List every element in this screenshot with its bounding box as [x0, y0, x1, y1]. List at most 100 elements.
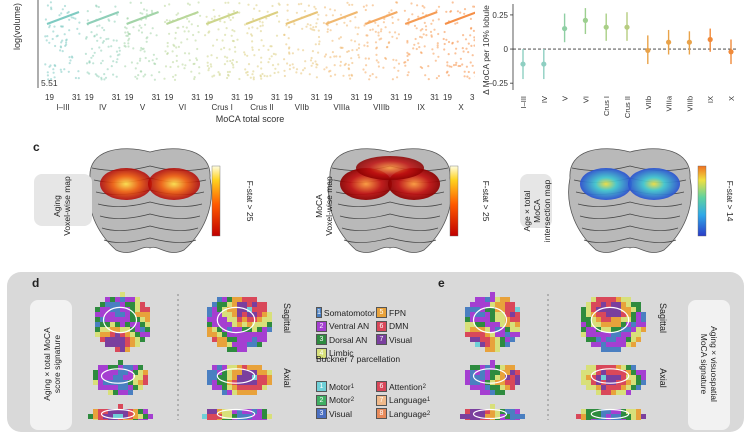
scatter-point	[364, 71, 366, 73]
parcel-voxel	[138, 414, 143, 419]
scatter-point	[144, 24, 146, 26]
scatter-point	[66, 39, 68, 41]
parcel-voxel	[202, 414, 207, 419]
scatter-point	[213, 75, 215, 77]
parcellation-brain	[576, 409, 646, 420]
scatter-point	[445, 11, 447, 13]
parcel-voxel	[510, 322, 515, 327]
scatter-point	[261, 73, 263, 75]
scatter-point	[457, 10, 459, 12]
parcel-voxel	[88, 414, 93, 419]
parcel-voxel	[115, 302, 120, 307]
parcel-voxel	[586, 302, 591, 307]
scatter-point	[250, 33, 252, 35]
volume-y-axis-label: log(volume) (mm	[12, 0, 22, 50]
scatter-point	[416, 4, 418, 6]
parcel-voxel	[490, 317, 495, 322]
activation-blob-left	[580, 168, 632, 200]
parcel-voxel	[237, 342, 242, 347]
parcel-voxel	[581, 409, 586, 414]
scatter-point	[351, 4, 353, 6]
parcel-voxel	[212, 327, 217, 332]
scatter-point	[351, 49, 353, 51]
scatter-point	[137, 74, 139, 76]
parcel-voxel	[581, 312, 586, 317]
parcel-voxel	[631, 375, 636, 380]
scatter-point	[124, 31, 126, 33]
parcel-voxel	[641, 375, 646, 380]
parcel-voxel	[616, 370, 621, 375]
activation-blob-right	[628, 168, 680, 200]
parcel-voxel	[108, 370, 113, 375]
scatter-point	[100, 50, 102, 52]
scatter-point	[283, 58, 285, 60]
parcel-voxel	[130, 332, 135, 337]
parcel-voxel	[120, 297, 125, 302]
legend-swatch: 6	[376, 321, 387, 332]
panel-e-sagittal-label: Sagittal	[658, 303, 668, 333]
scatter-point	[284, 75, 286, 77]
scatter-point	[219, 20, 221, 22]
parcel-voxel	[135, 297, 140, 302]
scatter-point	[96, 25, 98, 27]
scatter-point	[226, 57, 228, 59]
effect-category-label: VIIIb	[685, 96, 694, 111]
parcel-voxel	[596, 337, 601, 342]
parcel-voxel	[591, 302, 596, 307]
scatter-point	[444, 43, 446, 45]
colorbar	[450, 166, 458, 236]
scatter-point	[368, 58, 370, 60]
parcel-voxel	[140, 337, 145, 342]
parcel-voxel	[631, 322, 636, 327]
scatter-strip	[243, 3, 281, 81]
parcel-voxel	[601, 312, 606, 317]
parcel-voxel	[636, 337, 641, 342]
parcel-voxel	[232, 385, 237, 390]
scatter-point	[472, 54, 474, 56]
parcel-voxel	[641, 414, 646, 419]
scatter-point	[165, 65, 167, 67]
x-tick-min: 19	[45, 93, 54, 102]
scatter-point	[64, 33, 66, 35]
parcellation-brain	[460, 404, 525, 420]
parcel-voxel	[515, 327, 520, 332]
parcel-voxel	[257, 332, 262, 337]
scatter-point	[432, 19, 434, 21]
parcel-voxel	[636, 380, 641, 385]
parcel-voxel	[212, 337, 217, 342]
legend-text: Visual	[389, 335, 412, 345]
parcel-voxel	[262, 380, 267, 385]
scatter-point	[318, 40, 320, 42]
aging-colorbar-label: F-stat > 25	[245, 171, 255, 231]
scatter-point	[350, 57, 352, 59]
scatter-point	[261, 39, 263, 41]
scatter-point	[335, 55, 337, 57]
parcel-voxel	[257, 385, 262, 390]
scatter-point	[136, 78, 138, 80]
scatter-point	[341, 47, 343, 49]
parcel-voxel	[626, 337, 631, 342]
scatter-point	[277, 71, 279, 73]
effect-category-label: X	[727, 96, 736, 101]
legend-text: Motor	[329, 382, 351, 392]
scatter-point	[116, 76, 118, 78]
scatter-point	[233, 40, 235, 42]
scatter-point	[372, 73, 374, 75]
parcel-voxel	[626, 380, 631, 385]
scatter-point	[458, 65, 460, 67]
scatter-point	[416, 27, 418, 29]
parcel-voxel	[631, 327, 636, 332]
parcel-voxel	[510, 332, 515, 337]
scatter-point	[176, 14, 178, 16]
legend-text: Visual	[329, 409, 352, 419]
scatter-point	[396, 1, 398, 3]
scatter-point	[253, 54, 255, 56]
parcel-voxel	[118, 370, 123, 375]
scatter-point	[267, 11, 269, 13]
scatter-point	[226, 60, 228, 62]
parcel-voxel	[120, 337, 125, 342]
legend-text: Attention	[389, 382, 423, 392]
parcel-voxel	[591, 365, 596, 370]
parcel-voxel	[505, 385, 510, 390]
